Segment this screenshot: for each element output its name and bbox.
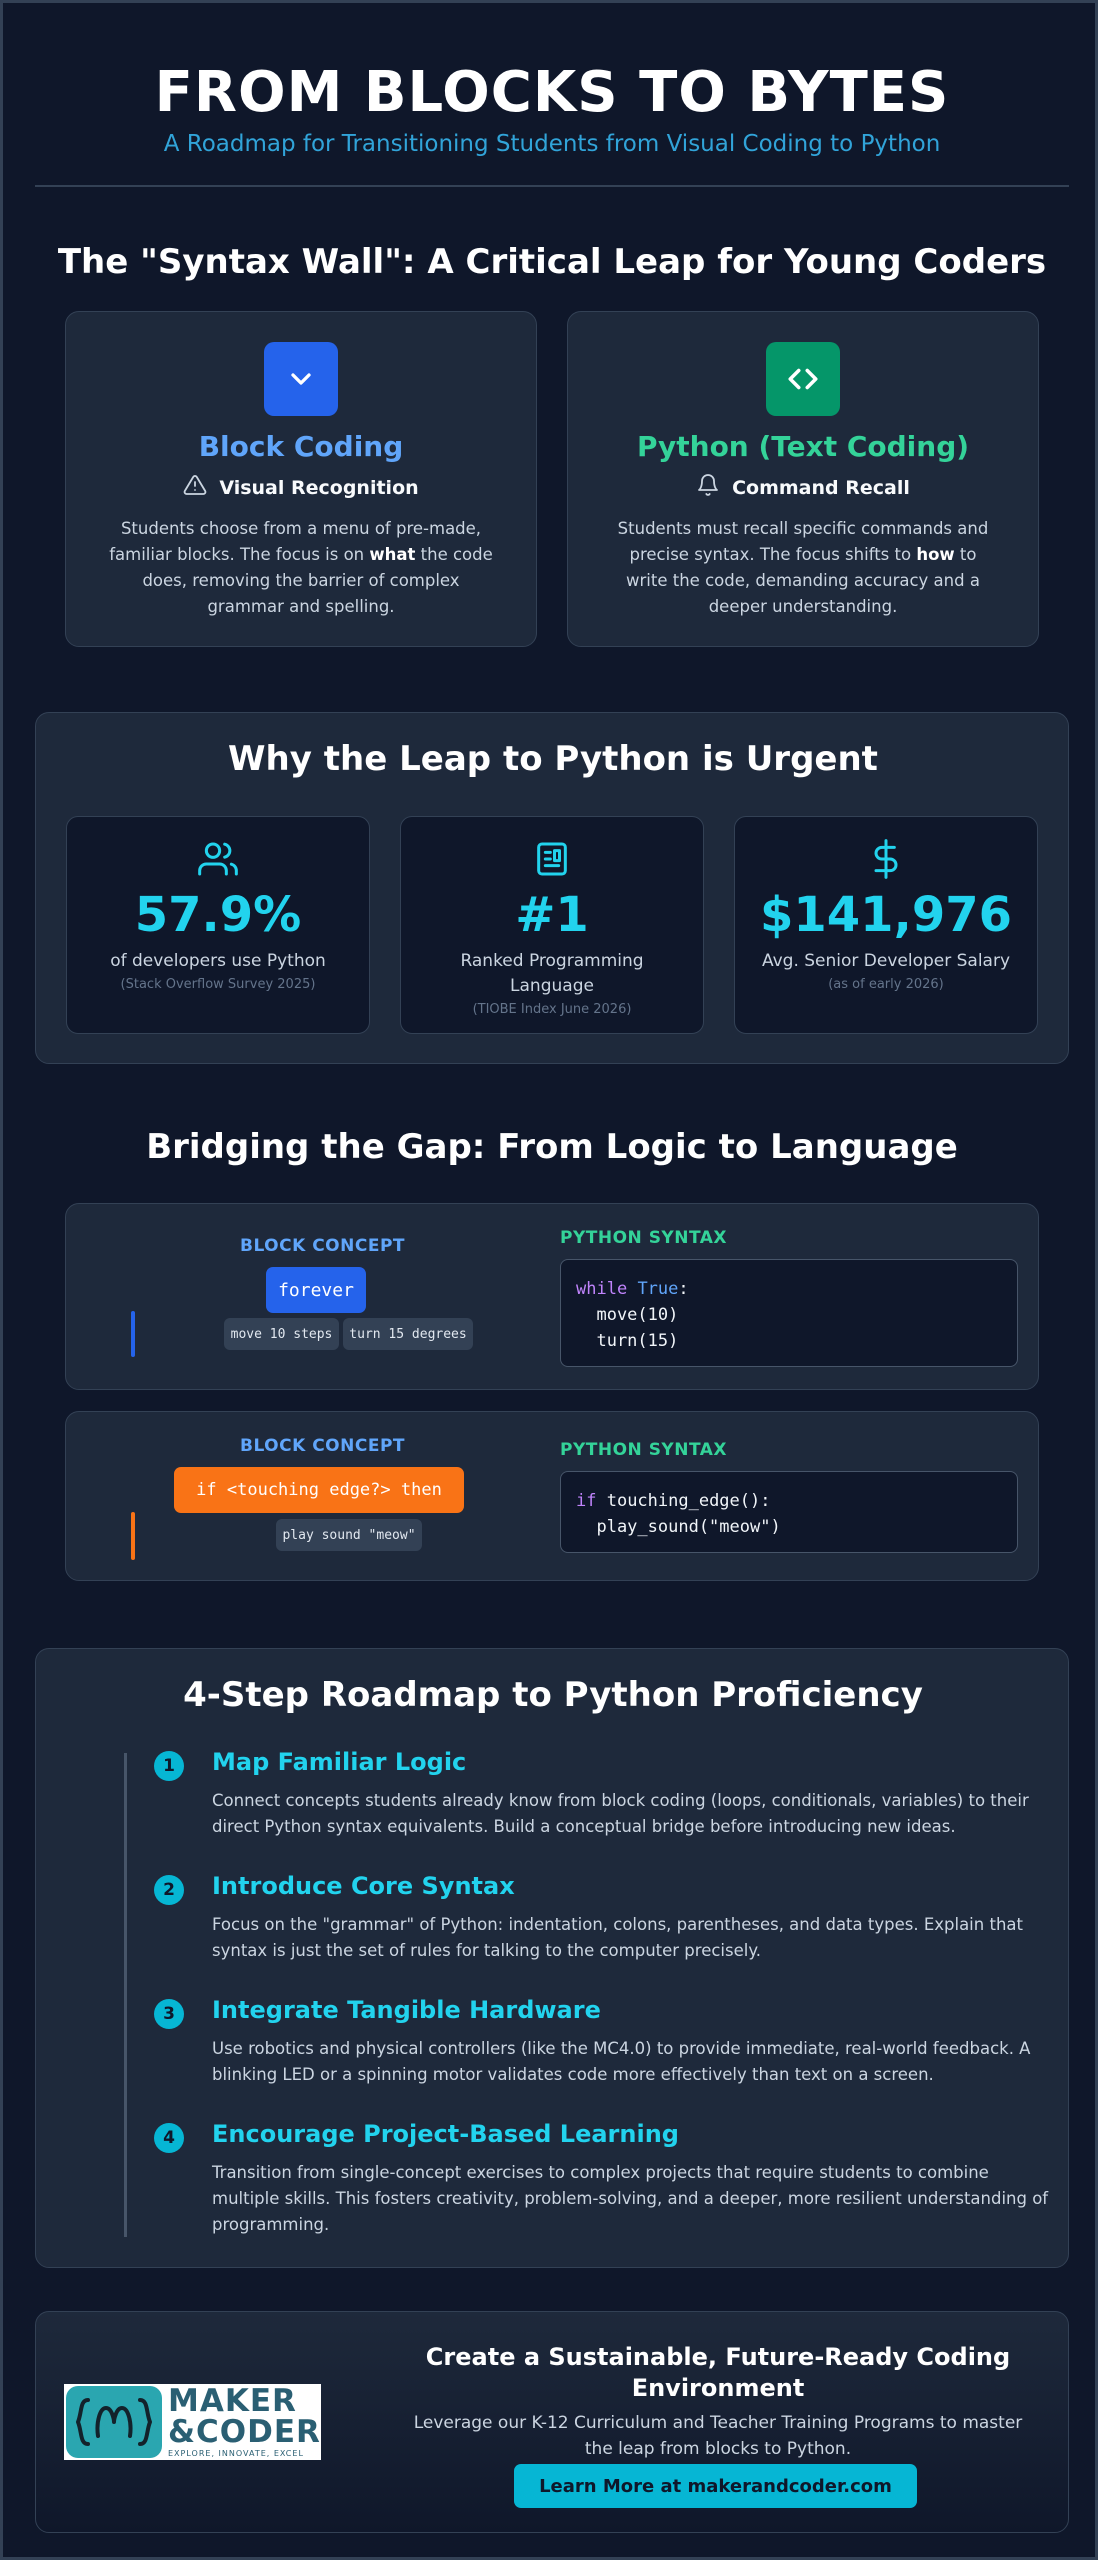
urgent-heading: Why the Leap to Python is Urgent xyxy=(228,739,878,779)
logo-mark-icon xyxy=(66,2386,162,2458)
block-concept-label: BLOCK CONCEPT xyxy=(240,1436,406,1456)
step-title: Integrate Tangible Hardware xyxy=(212,1996,601,2024)
python-code-block: while True: move(10) turn(15) xyxy=(560,1259,1018,1367)
step-description: Use robotics and physical controllers (l… xyxy=(212,2039,1031,2084)
maker-coder-logo[interactable]: MAKER &CODER EXPLORE, INNOVATE, EXCEL xyxy=(64,2384,321,2460)
block-concept-label: BLOCK CONCEPT xyxy=(240,1236,406,1256)
roadmap-section: 4-Step Roadmap to Python Proficiency 1 M… xyxy=(35,1648,1069,2268)
block-coding-card: Block Coding Visual Recognition Students… xyxy=(65,311,537,647)
block-coding-title: Block Coding xyxy=(198,430,404,463)
page-subtitle: A Roadmap for Transitioning Students fro… xyxy=(163,131,941,157)
python-coding-title: Python (Text Coding) xyxy=(636,430,970,463)
roadmap-timeline-line xyxy=(124,1753,127,2237)
stat-card: $141,976 Avg. Senior Developer Salary (a… xyxy=(734,816,1038,1034)
stat-source: (Stack Overflow Survey 2025) xyxy=(120,977,316,992)
stat-value: 57.9% xyxy=(134,887,302,943)
stat-value: $141,976 xyxy=(759,887,1013,943)
roadmap-heading: 4-Step Roadmap to Python Proficiency xyxy=(183,1675,923,1715)
ranking-chart-icon xyxy=(401,839,703,879)
block-coding-subtitle: Visual Recognition xyxy=(219,476,419,499)
warning-triangle-icon xyxy=(183,473,207,502)
chevron-down-icon xyxy=(264,342,338,416)
if-touching-edge-block: if <touching edge?> then xyxy=(174,1467,464,1513)
stat-source: (TIOBE Index June 2026) xyxy=(472,1002,632,1017)
move-block-chip: move 10 steps xyxy=(224,1318,339,1350)
python-coding-card: Python (Text Coding) Command Recall Stud… xyxy=(567,311,1039,647)
step-number: 3 xyxy=(154,1999,184,2029)
step-number: 4 xyxy=(154,2123,184,2153)
block-accent-bar xyxy=(131,1512,135,1560)
stat-card: 57.9% of developers use Python (Stack Ov… xyxy=(66,816,370,1034)
step-number: 1 xyxy=(154,1751,184,1781)
urgent-stats-section: Why the Leap to Python is Urgent 57.9% o… xyxy=(35,712,1069,1064)
bell-icon xyxy=(696,473,720,502)
cta-title: Create a Sustainable, Future-Ready Codin… xyxy=(425,2343,1011,2402)
page-header: FROM BLOCKS TO BYTES A Roadmap for Trans… xyxy=(35,57,1069,157)
block-coding-description: Students choose from a menu of pre-made,… xyxy=(109,519,493,616)
bridge-example-loop: BLOCK CONCEPT forever move 10 steps turn… xyxy=(65,1203,1039,1390)
stat-source: (as of early 2026) xyxy=(828,977,944,992)
forever-block: forever xyxy=(266,1267,366,1313)
python-coding-subtitle-row: Command Recall xyxy=(568,473,1038,502)
stat-label: of developers use Python xyxy=(110,951,326,971)
step-description: Connect concepts students already know f… xyxy=(212,1791,1029,1836)
python-syntax-label: PYTHON SYNTAX xyxy=(560,1228,728,1248)
play-sound-block-chip: play sound "meow" xyxy=(276,1519,422,1551)
step-number: 2 xyxy=(154,1875,184,1905)
step-title: Map Familiar Logic xyxy=(212,1748,467,1776)
stat-card: #1 Ranked Programming Language (TIOBE In… xyxy=(400,816,704,1034)
python-code-block: if touching_edge(): play_sound("meow") xyxy=(560,1471,1018,1553)
stat-value: #1 xyxy=(515,887,589,943)
bridge-heading: Bridging the Gap: From Logic to Language xyxy=(146,1127,958,1167)
cta-text: Leverage our K-12 Curriculum and Teacher… xyxy=(413,2413,1023,2459)
step-description: Focus on the "grammar" of Python: indent… xyxy=(212,1915,1023,1960)
header-divider xyxy=(35,185,1069,187)
code-brackets-icon xyxy=(766,342,840,416)
logo-wordmark: MAKER &CODER EXPLORE, INNOVATE, EXCEL xyxy=(168,2383,321,2458)
page-title: FROM BLOCKS TO BYTES xyxy=(154,60,950,125)
step-description: Transition from single-concept exercises… xyxy=(212,2163,1049,2234)
bridge-example-conditional: BLOCK CONCEPT if <touching edge?> then p… xyxy=(65,1411,1039,1581)
turn-block-chip: turn 15 degrees xyxy=(343,1318,473,1350)
step-title: Encourage Project-Based Learning xyxy=(212,2120,679,2148)
python-syntax-label: PYTHON SYNTAX xyxy=(560,1440,728,1460)
syntax-wall-heading: The "Syntax Wall": A Critical Leap for Y… xyxy=(57,242,1047,282)
python-coding-subtitle: Command Recall xyxy=(732,476,910,499)
learn-more-button[interactable]: Learn More at makerandcoder.com xyxy=(514,2464,917,2508)
python-coding-description: Students must recall specific commands a… xyxy=(617,519,989,616)
cta-section: MAKER &CODER EXPLORE, INNOVATE, EXCEL Cr… xyxy=(35,2311,1069,2533)
stat-label: Avg. Senior Developer Salary xyxy=(761,951,1011,971)
block-coding-subtitle-row: Visual Recognition xyxy=(66,473,536,502)
block-accent-bar xyxy=(131,1311,135,1357)
stat-label: Ranked Programming Language xyxy=(460,951,644,996)
step-title: Introduce Core Syntax xyxy=(212,1872,515,1900)
users-icon xyxy=(67,839,369,879)
dollar-icon xyxy=(735,839,1037,879)
